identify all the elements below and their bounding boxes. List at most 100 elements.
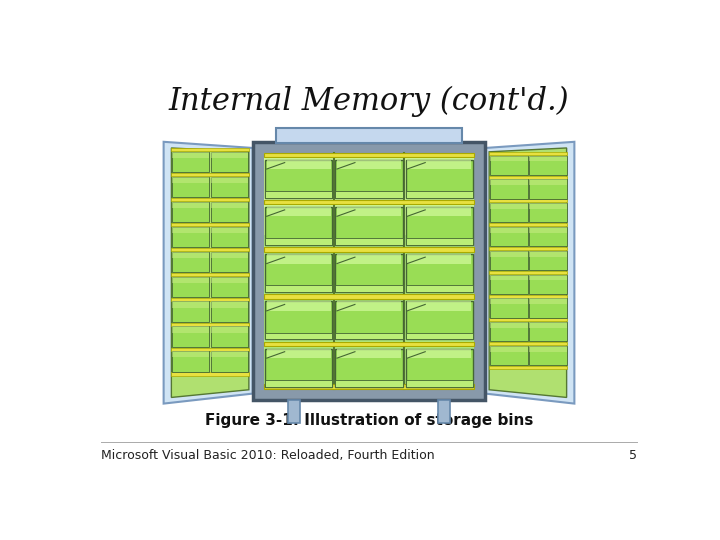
Polygon shape bbox=[489, 148, 567, 397]
Bar bbox=[490, 227, 528, 233]
Bar bbox=[408, 301, 472, 311]
Bar bbox=[489, 223, 567, 226]
Bar bbox=[528, 322, 567, 328]
Bar bbox=[265, 301, 333, 339]
Polygon shape bbox=[172, 276, 210, 297]
Bar bbox=[528, 322, 567, 341]
Bar bbox=[405, 238, 473, 245]
Polygon shape bbox=[172, 352, 210, 372]
Polygon shape bbox=[171, 373, 249, 376]
Bar bbox=[336, 238, 402, 245]
Bar bbox=[528, 251, 567, 256]
Bar bbox=[336, 301, 402, 339]
Bar bbox=[265, 380, 333, 387]
Bar bbox=[265, 159, 333, 198]
Bar bbox=[528, 251, 567, 270]
Bar bbox=[264, 200, 474, 205]
Bar bbox=[211, 276, 248, 282]
Polygon shape bbox=[211, 227, 248, 247]
Bar bbox=[489, 294, 567, 298]
Bar bbox=[265, 238, 333, 245]
Bar bbox=[489, 152, 567, 155]
Polygon shape bbox=[163, 142, 253, 403]
Bar bbox=[528, 203, 567, 209]
Bar bbox=[266, 207, 330, 217]
Bar bbox=[336, 191, 402, 198]
Bar bbox=[264, 153, 474, 157]
Bar bbox=[490, 346, 528, 365]
Bar bbox=[490, 299, 528, 304]
Bar bbox=[528, 227, 567, 233]
Bar bbox=[211, 301, 248, 308]
Bar bbox=[489, 366, 567, 369]
Bar bbox=[337, 159, 401, 169]
Bar bbox=[405, 254, 473, 292]
Bar bbox=[489, 319, 567, 321]
Bar bbox=[337, 349, 401, 358]
Bar bbox=[265, 333, 333, 339]
Bar bbox=[490, 275, 528, 280]
Bar bbox=[172, 252, 210, 258]
Bar bbox=[336, 207, 402, 245]
Bar bbox=[408, 349, 472, 358]
Bar bbox=[265, 285, 333, 292]
Bar bbox=[405, 301, 473, 339]
Bar bbox=[337, 301, 401, 311]
Bar bbox=[408, 159, 472, 169]
Bar bbox=[265, 207, 333, 245]
Bar bbox=[490, 156, 528, 175]
Bar bbox=[528, 179, 567, 199]
Bar bbox=[489, 247, 567, 250]
Polygon shape bbox=[172, 301, 210, 322]
Polygon shape bbox=[211, 352, 248, 372]
Bar bbox=[265, 254, 333, 292]
Bar bbox=[211, 252, 248, 258]
Bar bbox=[264, 342, 474, 346]
Bar bbox=[405, 380, 473, 387]
Bar bbox=[490, 179, 528, 185]
Polygon shape bbox=[211, 301, 248, 322]
Polygon shape bbox=[172, 152, 210, 172]
Polygon shape bbox=[211, 327, 248, 347]
Polygon shape bbox=[172, 227, 210, 247]
Bar bbox=[264, 153, 474, 235]
Text: Internal Memory (cont'd.): Internal Memory (cont'd.) bbox=[168, 86, 570, 117]
Bar bbox=[490, 275, 528, 294]
Polygon shape bbox=[211, 202, 248, 222]
Bar bbox=[336, 254, 402, 292]
Bar bbox=[336, 333, 402, 339]
Bar bbox=[490, 251, 528, 270]
Bar bbox=[405, 333, 473, 339]
Bar bbox=[528, 275, 567, 294]
Bar bbox=[528, 179, 567, 185]
Bar bbox=[172, 352, 210, 357]
Bar bbox=[490, 227, 528, 246]
Bar bbox=[405, 159, 473, 198]
Bar bbox=[172, 301, 210, 308]
Bar bbox=[336, 285, 402, 292]
Bar bbox=[528, 346, 567, 365]
Bar bbox=[211, 202, 248, 208]
Bar bbox=[489, 271, 567, 274]
Bar bbox=[337, 254, 401, 264]
Bar bbox=[405, 191, 473, 198]
Polygon shape bbox=[171, 148, 249, 151]
Bar bbox=[211, 227, 248, 233]
Bar bbox=[489, 342, 567, 345]
Bar bbox=[405, 285, 473, 292]
Bar bbox=[172, 177, 210, 183]
Bar bbox=[211, 327, 248, 333]
Bar bbox=[287, 400, 300, 423]
Bar bbox=[528, 346, 567, 352]
Bar bbox=[405, 207, 473, 245]
Bar bbox=[490, 156, 528, 161]
Polygon shape bbox=[172, 202, 210, 222]
Polygon shape bbox=[485, 142, 575, 403]
Bar bbox=[266, 301, 330, 311]
Bar bbox=[408, 207, 472, 217]
Bar bbox=[490, 322, 528, 341]
Polygon shape bbox=[172, 327, 210, 347]
Bar bbox=[264, 153, 474, 389]
Bar bbox=[264, 294, 474, 299]
Bar bbox=[490, 299, 528, 318]
